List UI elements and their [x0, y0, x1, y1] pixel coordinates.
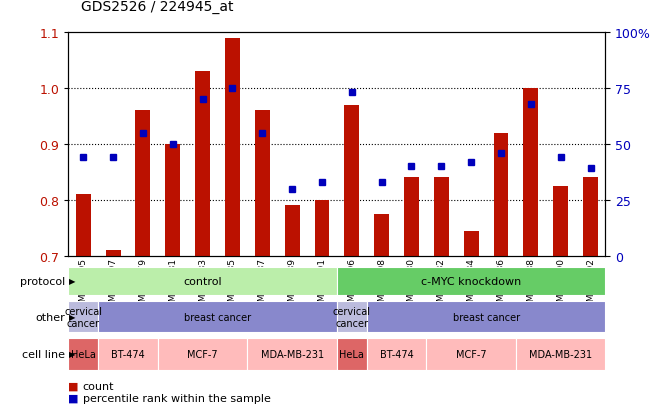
Bar [135, 111, 150, 256]
Bar [426, 339, 516, 370]
Bar [583, 178, 598, 256]
Text: ■: ■ [68, 393, 79, 403]
Bar [255, 111, 270, 256]
Bar [344, 106, 359, 256]
Bar [523, 89, 538, 256]
Bar [195, 72, 210, 256]
Bar [314, 200, 329, 256]
Text: ▶: ▶ [69, 313, 76, 321]
Bar [464, 231, 478, 256]
Text: other: other [35, 312, 65, 322]
Bar [98, 339, 158, 370]
Text: MCF-7: MCF-7 [456, 349, 486, 359]
Text: MDA-MB-231: MDA-MB-231 [260, 349, 324, 359]
Text: BT-474: BT-474 [380, 349, 413, 359]
Bar [284, 206, 299, 256]
Bar [247, 339, 337, 370]
Text: MDA-MB-231: MDA-MB-231 [529, 349, 592, 359]
Bar [404, 178, 419, 256]
Bar [374, 214, 389, 256]
Bar [337, 339, 367, 370]
Text: cervical
cancer: cervical cancer [333, 306, 371, 328]
Bar [76, 195, 90, 256]
Bar [337, 267, 605, 295]
Text: breast cancer: breast cancer [184, 312, 251, 322]
Text: control: control [184, 276, 222, 286]
Bar [516, 339, 605, 370]
Bar [98, 301, 337, 332]
Text: breast cancer: breast cancer [452, 312, 519, 322]
Text: c-MYC knockdown: c-MYC knockdown [421, 276, 521, 286]
Text: ■: ■ [68, 381, 79, 391]
Text: ▶: ▶ [69, 277, 76, 286]
Bar [225, 39, 240, 256]
Bar [553, 186, 568, 256]
Text: count: count [83, 381, 114, 391]
Bar [158, 339, 247, 370]
Bar [68, 339, 98, 370]
Bar [68, 301, 98, 332]
Bar [337, 301, 367, 332]
Text: cervical
cancer: cervical cancer [64, 306, 102, 328]
Text: HeLa: HeLa [339, 349, 365, 359]
Bar [165, 145, 180, 256]
Bar [105, 250, 120, 256]
Bar [367, 339, 426, 370]
Bar [68, 267, 337, 295]
Text: BT-474: BT-474 [111, 349, 145, 359]
Bar [493, 133, 508, 256]
Text: MCF-7: MCF-7 [187, 349, 218, 359]
Text: GDS2526 / 224945_at: GDS2526 / 224945_at [81, 0, 234, 14]
Bar [434, 178, 449, 256]
Text: ▶: ▶ [69, 350, 76, 358]
Text: protocol: protocol [20, 276, 65, 286]
Text: cell line: cell line [22, 349, 65, 359]
Text: percentile rank within the sample: percentile rank within the sample [83, 393, 271, 403]
Text: HeLa: HeLa [71, 349, 96, 359]
Bar [367, 301, 605, 332]
